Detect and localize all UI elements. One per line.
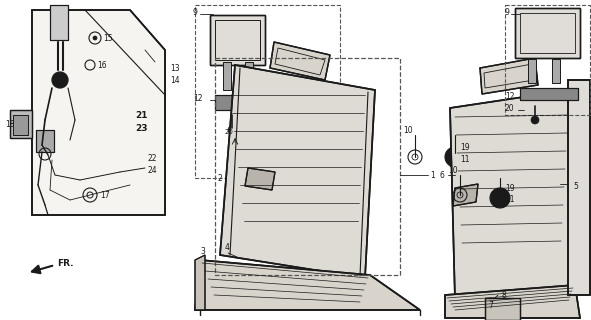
Circle shape [490, 188, 510, 208]
Bar [10, 110, 32, 138]
Text: 23: 23 [135, 124, 148, 132]
Circle shape [445, 147, 465, 167]
Bar [36, 130, 54, 152]
Text: 9: 9 [505, 7, 510, 17]
Circle shape [450, 152, 460, 162]
Text: 4: 4 [225, 244, 230, 252]
Text: 11: 11 [460, 155, 469, 164]
Bar [36, 130, 54, 152]
Text: 16: 16 [97, 60, 106, 69]
Text: 21: 21 [135, 110, 148, 119]
Polygon shape [568, 80, 590, 295]
Text: 10: 10 [403, 125, 413, 134]
Polygon shape [445, 285, 580, 318]
Text: 12: 12 [193, 93, 203, 102]
Text: 19: 19 [460, 142, 470, 151]
Polygon shape [245, 168, 275, 190]
Text: 2: 2 [218, 173, 223, 182]
Text: 13: 13 [170, 63, 180, 73]
Bar [223, 62, 231, 90]
Circle shape [531, 116, 539, 124]
Text: 24: 24 [148, 165, 158, 174]
Text: 17: 17 [100, 190, 109, 199]
Text: 22: 22 [148, 154, 157, 163]
Circle shape [495, 193, 505, 203]
Polygon shape [450, 90, 575, 300]
Circle shape [52, 72, 68, 88]
Polygon shape [220, 65, 375, 278]
Bar [50, 5, 68, 40]
Text: 19: 19 [505, 183, 515, 193]
Polygon shape [480, 58, 538, 94]
Circle shape [228, 126, 236, 134]
Bar [528, 59, 536, 83]
Bar [13, 115, 28, 135]
Polygon shape [32, 10, 165, 215]
Text: 7: 7 [488, 300, 493, 309]
Polygon shape [210, 15, 265, 65]
Polygon shape [515, 8, 580, 58]
Bar [10, 110, 32, 138]
Text: 3: 3 [200, 247, 205, 257]
Text: 15: 15 [103, 34, 113, 43]
Text: 20: 20 [225, 129, 234, 135]
Text: 6: 6 [440, 171, 445, 180]
Bar [245, 62, 253, 90]
Polygon shape [195, 260, 420, 310]
Bar [50, 5, 68, 40]
Text: 18: 18 [5, 119, 15, 129]
Polygon shape [270, 42, 330, 80]
Text: 1: 1 [430, 171, 435, 180]
Polygon shape [453, 184, 478, 206]
Text: 20: 20 [505, 103, 515, 113]
Text: 9: 9 [193, 7, 198, 17]
Text: 11: 11 [505, 196, 515, 204]
Circle shape [56, 76, 64, 84]
Polygon shape [520, 88, 578, 100]
Bar [552, 59, 560, 83]
Text: FR.: FR. [57, 259, 73, 268]
Text: 5: 5 [573, 181, 578, 190]
Text: 8: 8 [502, 291, 506, 300]
Polygon shape [195, 255, 205, 310]
Text: 14: 14 [170, 76, 180, 84]
Circle shape [93, 36, 97, 40]
Polygon shape [485, 298, 520, 320]
Text: 12: 12 [505, 92, 515, 100]
Polygon shape [215, 95, 270, 110]
Text: 10: 10 [448, 165, 457, 174]
